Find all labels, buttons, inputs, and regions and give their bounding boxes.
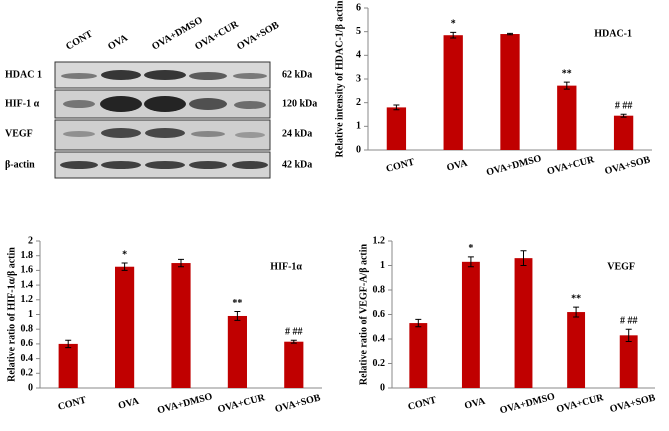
y-tick-label: 1.2	[373, 235, 386, 246]
y-tick-label: 3	[356, 73, 361, 84]
x-tick-label: CONT	[407, 395, 438, 413]
error-bar	[520, 250, 527, 266]
bar	[619, 335, 638, 388]
y-tick-label: 2	[28, 235, 33, 246]
bar	[461, 261, 480, 388]
western-blot	[54, 61, 271, 179]
error-bar	[178, 258, 184, 268]
error-bar	[620, 113, 627, 118]
lane-label: OVA	[106, 32, 130, 52]
y-tick-label: 0.6	[373, 309, 386, 320]
error-bar	[234, 311, 241, 321]
error-bar	[450, 31, 457, 39]
annotation: **	[232, 298, 242, 309]
y-tick-label: 0	[356, 144, 361, 155]
x-tick-label: CONT	[57, 395, 88, 413]
x-tick-label: OVA+CUR	[555, 392, 605, 415]
x-tick-label: OVA+CUR	[546, 154, 596, 177]
lane-label: OVA+SOB	[235, 20, 281, 53]
lane-label: CONT	[64, 28, 95, 52]
y-tick-label: 1.6	[21, 265, 34, 276]
y-tick-label: 0	[28, 382, 33, 393]
y-tick-label: 2	[356, 97, 361, 108]
size-label: 42 kDa	[282, 159, 312, 170]
y-axis-label: Relative ratio of HIF-1α/β actin	[6, 247, 17, 382]
y-tick-label: 1	[28, 309, 33, 320]
bar	[514, 258, 533, 388]
y-tick-label: 0.4	[21, 353, 34, 364]
y-tick-label: 1.2	[21, 294, 34, 305]
y-tick-label: 4	[356, 50, 361, 61]
bar	[171, 263, 191, 388]
bar	[567, 312, 586, 388]
bar	[409, 323, 428, 388]
y-axis-label: Relative ratio of VEGF-A/β actin	[358, 243, 369, 385]
annotation: *	[451, 19, 456, 30]
error-bar	[65, 339, 72, 349]
x-tick-label: OVA+DMSO	[499, 391, 557, 416]
annotation: *	[468, 243, 473, 254]
bar	[284, 341, 304, 388]
y-tick-label: 1	[356, 121, 361, 132]
bar	[613, 115, 634, 150]
error-bar	[415, 318, 422, 328]
x-tick-label: OVA+SOB	[609, 392, 657, 415]
y-tick-label: 5	[356, 26, 361, 37]
bar	[557, 85, 577, 150]
y-axis-label: Relative intensity of HDAC-1/β actin	[334, 0, 345, 157]
y-tick-label: 1.4	[21, 279, 34, 290]
y-tick-label: 1.8	[21, 250, 34, 261]
y-tick-label: 0.8	[373, 284, 386, 295]
y-tick-label: 0.8	[21, 323, 34, 334]
bar	[58, 343, 78, 388]
size-label: 62 kDa	[282, 69, 312, 80]
error-bar	[393, 104, 400, 111]
y-tick-label: 0.4	[373, 333, 386, 344]
x-tick-label: OVA+SOB	[274, 392, 322, 415]
bar	[386, 107, 407, 150]
x-tick-label: OVA	[446, 158, 470, 174]
bar	[443, 35, 463, 150]
y-tick-label: 0.2	[21, 368, 34, 379]
chart-title: VEGF	[607, 261, 635, 272]
error-bar	[290, 339, 297, 344]
y-tick-label: 6	[356, 2, 361, 13]
error-bar	[467, 256, 474, 268]
size-label: 24 kDa	[282, 128, 312, 139]
x-tick-label: OVA	[463, 396, 487, 412]
error-bar	[121, 262, 128, 271]
error-bar	[507, 32, 513, 36]
y-tick-label: 0.2	[373, 358, 386, 369]
x-tick-label: OVA+DMSO	[156, 391, 214, 416]
annotation: # ##	[285, 327, 303, 338]
row-label: HIF-1 α	[5, 98, 40, 109]
x-tick-label: OVA+DMSO	[485, 153, 543, 178]
bar	[227, 315, 247, 388]
annotation: **	[571, 293, 581, 304]
error-bar	[563, 81, 570, 90]
annotation: *	[122, 249, 127, 260]
row-label: HDAC 1	[5, 69, 42, 80]
error-bar	[625, 328, 632, 342]
x-tick-label: OVA+SOB	[604, 154, 652, 177]
x-tick-label: OVA+CUR	[217, 392, 267, 415]
row-label: β-actin	[5, 159, 35, 170]
annotation: **	[562, 68, 572, 79]
size-label: 120 kDa	[282, 98, 317, 109]
error-bar	[573, 306, 580, 318]
row-label: VEGF	[5, 128, 33, 139]
x-tick-label: OVA	[117, 396, 141, 412]
x-tick-label: CONT	[385, 157, 416, 175]
chart-title: HIF-1α	[270, 261, 302, 272]
y-tick-label: 0.6	[21, 338, 34, 349]
bar	[500, 34, 520, 150]
y-tick-label: 1	[380, 260, 385, 271]
bands	[60, 70, 268, 169]
bar	[115, 266, 135, 388]
chart-title: HDAC-1	[594, 28, 632, 39]
annotation: # ##	[620, 315, 638, 326]
annotation: # ##	[615, 101, 633, 112]
y-tick-label: 0	[380, 382, 385, 393]
